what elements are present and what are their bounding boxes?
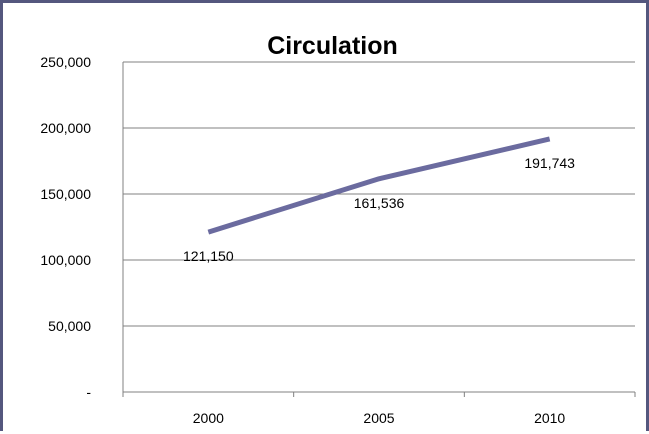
y-tick-label: 150,000 <box>40 186 91 202</box>
data-label: 161,536 <box>354 195 405 211</box>
y-tick-label: 100,000 <box>40 252 91 268</box>
y-tick-label: 200,000 <box>40 120 91 136</box>
x-tick-label: 2000 <box>193 410 224 426</box>
series-line <box>208 139 549 232</box>
data-label: 121,150 <box>183 248 234 264</box>
x-tick-label: 2010 <box>534 410 565 426</box>
x-tick-label: 2005 <box>363 410 394 426</box>
y-tick-label: 50,000 <box>48 318 91 334</box>
y-tick-label: 250,000 <box>40 54 91 70</box>
line-chart: - 50,000 100,000 150,000 200,000 250,000 2000 2… <box>3 3 649 434</box>
y-tick-label: - <box>86 384 91 400</box>
data-label: 191,743 <box>524 155 575 171</box>
